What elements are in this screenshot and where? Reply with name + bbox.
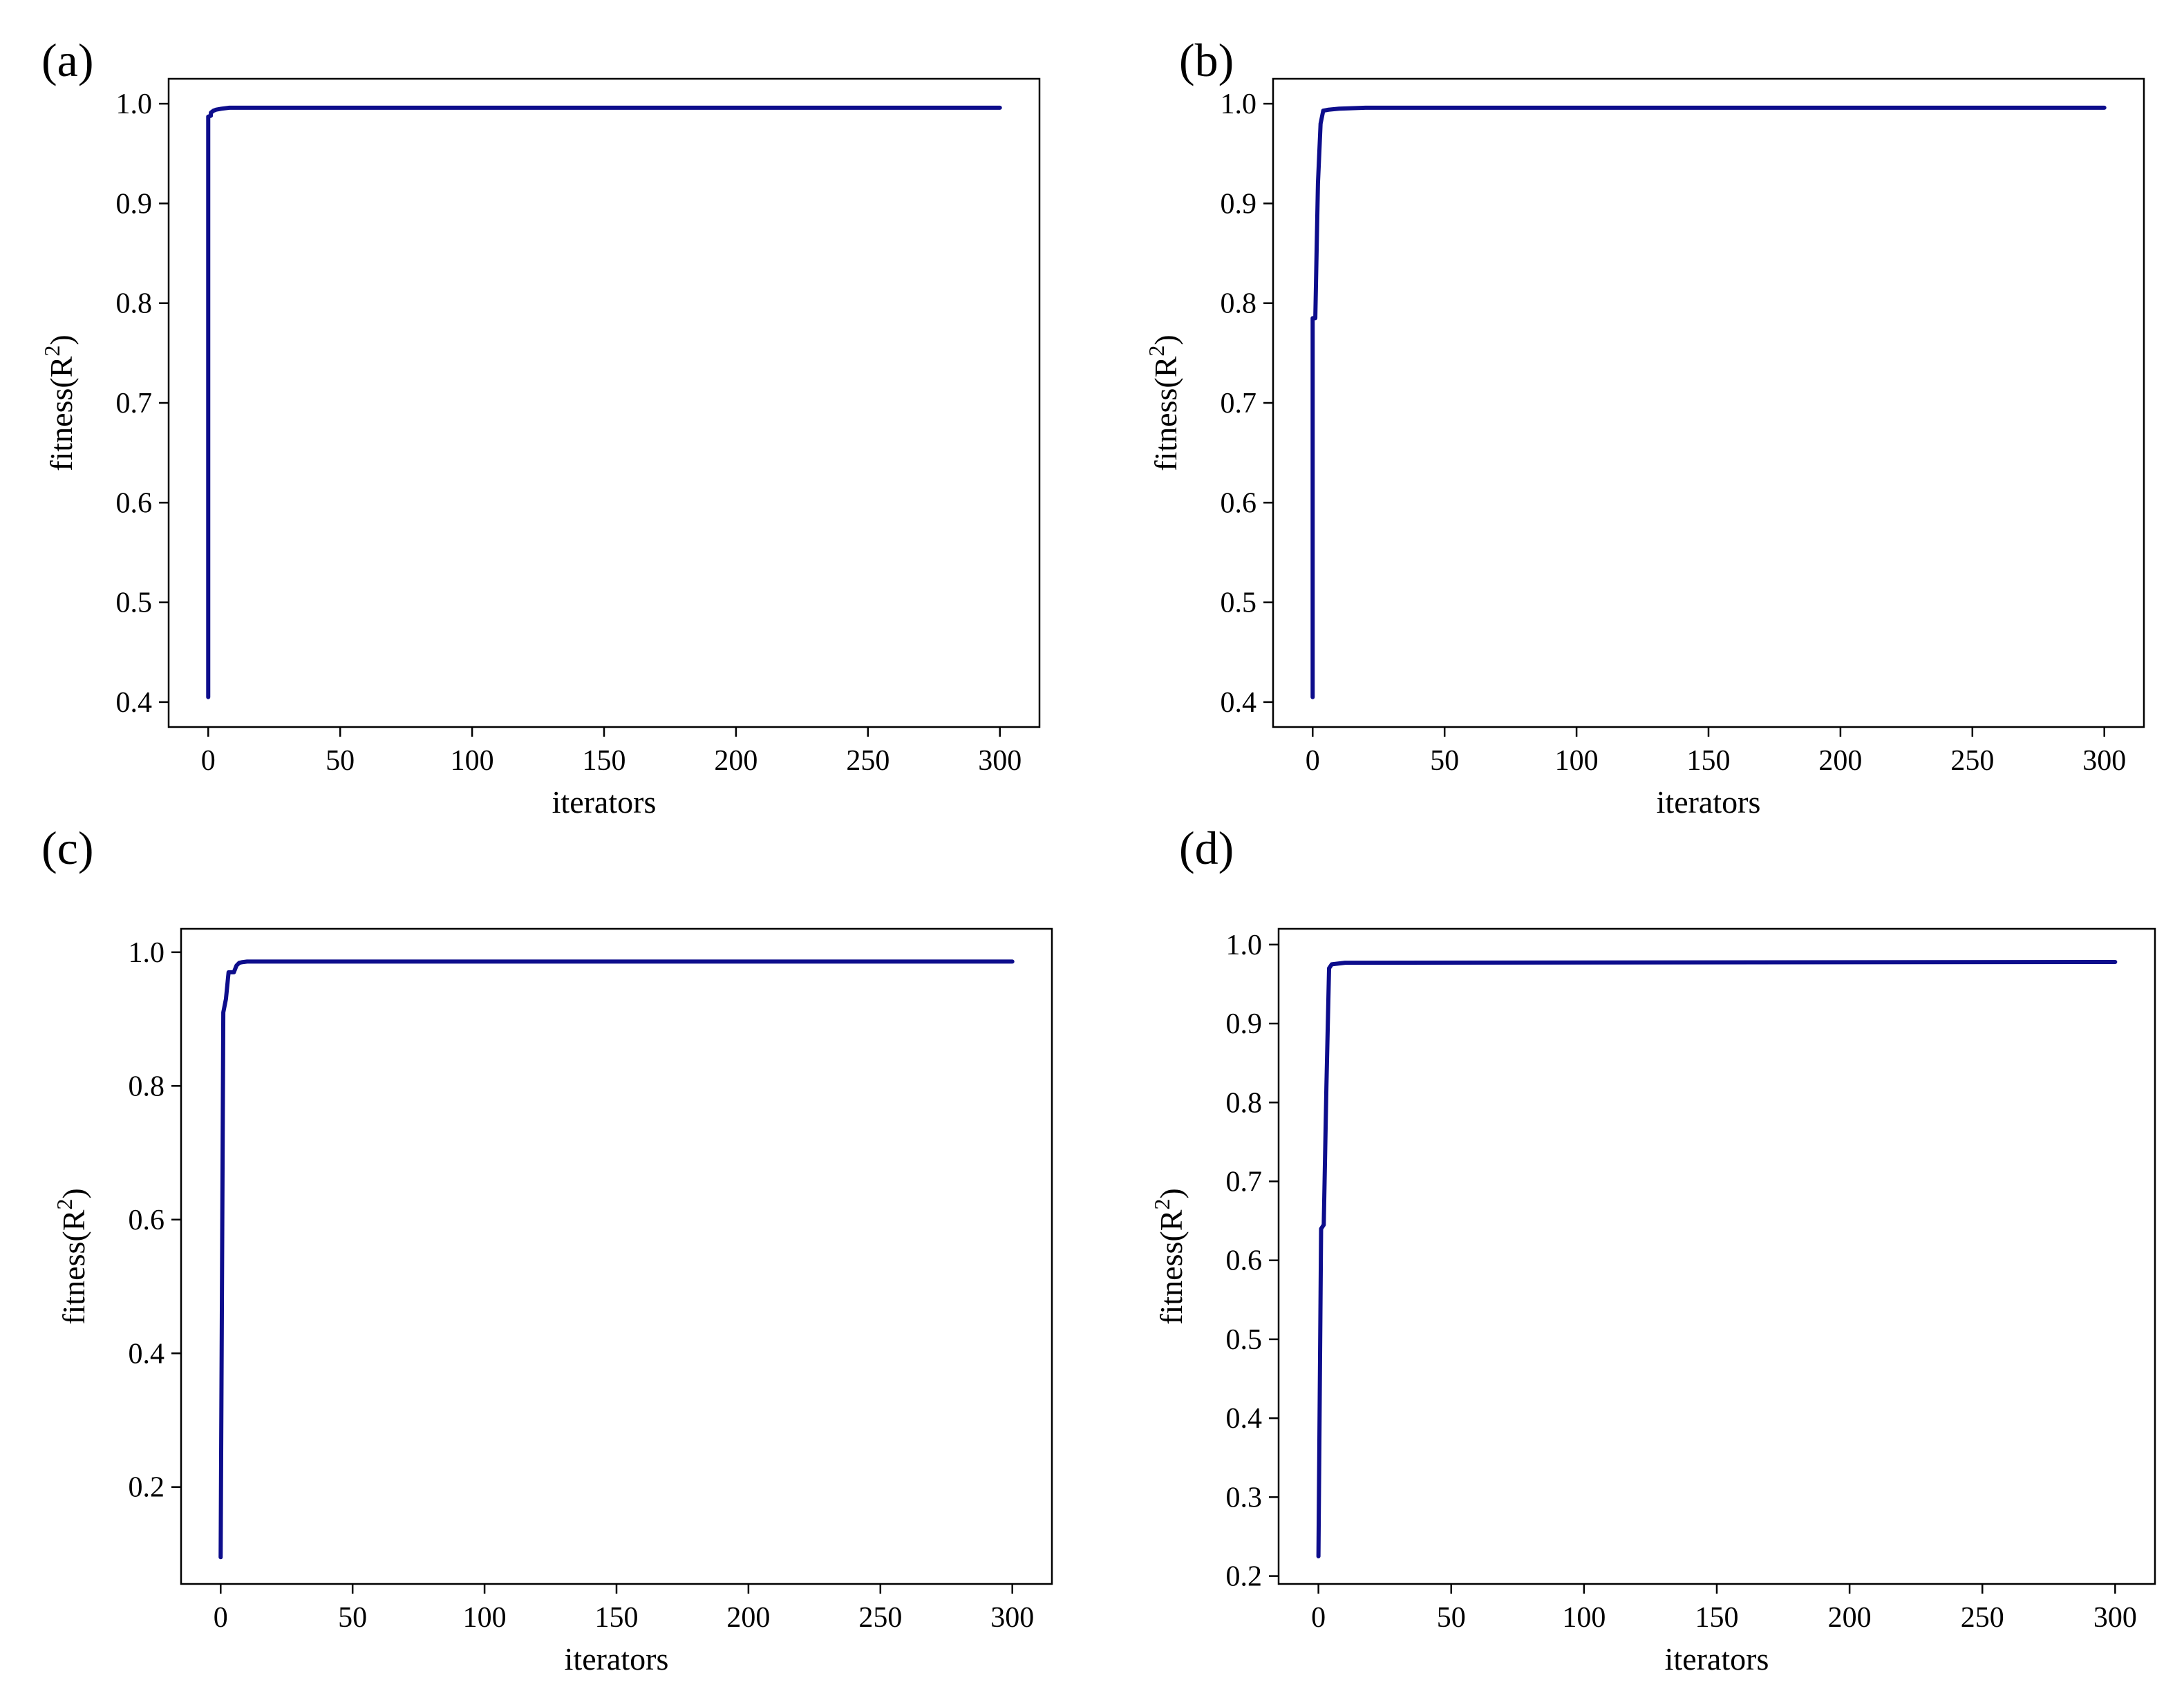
x-tick-label: 0: [201, 745, 216, 777]
axes-frame-b: [1272, 77, 2145, 728]
x-tick-label: 300: [2082, 745, 2126, 777]
y-tick-label: 0.4: [1221, 687, 1257, 719]
x-tick-label: 250: [1950, 745, 1994, 777]
y-tick-label: 1.0: [116, 88, 153, 120]
chart-panel-d: 0 50 100 150 200 250 300 0.2 0.3 0.4 0.5 0.6 0.7 0.8 0…: [1149, 822, 2156, 1677]
y-tick-label: 0.9: [116, 188, 153, 220]
x-tick-label: 0: [1306, 745, 1320, 777]
y-tick-label: 0.7: [1226, 1166, 1263, 1198]
x-axis-label: iterators: [565, 1641, 669, 1677]
x-tick-label: 150: [1695, 1602, 1739, 1634]
x-tick-label: 100: [1555, 745, 1599, 777]
chart-panel-a: 0 50 100 150 200 250 300 0.4 0.5 0.6 0.7 0.8 0.9 1.0 i…: [39, 34, 1041, 820]
x-tick-label: 300: [990, 1602, 1034, 1634]
y-tick-label: 0.5: [1226, 1324, 1263, 1356]
y-tick-label: 0.9: [1226, 1008, 1263, 1040]
y-tick-label: 1.0: [129, 937, 165, 969]
y-tick-label: 0.7: [1221, 388, 1257, 419]
y-tick-label: 0.9: [1221, 188, 1257, 220]
x-tick-label: 50: [1430, 745, 1459, 777]
y-tick-label: 1.0: [1226, 930, 1263, 961]
series-line-c: [218, 959, 1015, 1560]
y-tick-label: 0.8: [116, 288, 153, 320]
x-tick-label: 50: [338, 1602, 367, 1634]
panel-label-a: (a): [41, 34, 93, 86]
y-axis-label: fitness(R2): [39, 334, 79, 471]
y-axis-label-superscript: 2: [39, 346, 64, 357]
y-axis-label: fitness(R2): [52, 1188, 91, 1324]
y-axis-label-suffix: ): [1148, 334, 1183, 345]
x-tick-label: 0: [214, 1602, 228, 1634]
series-line-b: [1310, 105, 2107, 699]
y-tick-label: 0.6: [129, 1205, 165, 1236]
series-line-d: [1316, 959, 2118, 1559]
y-tick-label: 0.5: [116, 587, 153, 619]
axes-frame-d: [1277, 927, 2156, 1585]
y-tick-label: 0.8: [1226, 1087, 1263, 1119]
y-tick-label: 0.8: [1221, 288, 1257, 320]
axes-frame-c: [180, 927, 1053, 1585]
y-tick-label: 0.4: [129, 1338, 165, 1370]
x-tick-label: 100: [1562, 1602, 1606, 1634]
y-tick-label: 0.4: [1226, 1403, 1263, 1435]
y-tick-label: 0.6: [1226, 1245, 1263, 1277]
y-tick-label: 0.2: [129, 1472, 165, 1504]
chart-panel-b: 0 50 100 150 200 250 300 0.4 0.5 0.6 0.7 0.8 0.9 1.0 i…: [1144, 34, 2145, 820]
y-tick-label: 0.5: [1221, 587, 1257, 619]
x-tick-label: 150: [583, 745, 626, 777]
y-axis-label: fitness(R2): [1144, 334, 1183, 471]
x-tick-label: 150: [1687, 745, 1731, 777]
x-tick-label: 250: [1961, 1602, 2004, 1634]
x-tick-label: 250: [858, 1602, 902, 1634]
panel-label-b: (b): [1179, 34, 1234, 86]
y-tick-label: 0.8: [129, 1070, 165, 1102]
x-tick-label: 250: [846, 745, 889, 777]
y-axis-label-suffix: ): [44, 334, 79, 345]
y-tick-label: 0.4: [116, 687, 153, 719]
y-axis-label-main: fitness(R: [1148, 356, 1183, 471]
y-axis-label-main: fitness(R: [1154, 1209, 1189, 1324]
x-tick-label: 100: [463, 1602, 507, 1634]
panel-label-d: (d): [1179, 822, 1234, 874]
y-axis-label-suffix: ): [56, 1188, 91, 1198]
x-tick-label: 200: [714, 745, 757, 777]
x-tick-label: 200: [1818, 745, 1862, 777]
x-tick-label: 100: [451, 745, 494, 777]
y-axis-label-superscript: 2: [1144, 346, 1169, 357]
x-axis-label: iterators: [552, 784, 657, 820]
y-tick-label: 0.2: [1226, 1561, 1263, 1593]
y-axis-label-main: fitness(R: [44, 356, 79, 471]
panel-label-c: (c): [41, 822, 93, 874]
y-tick-label: 0.7: [116, 388, 153, 419]
y-axis-label-main: fitness(R: [56, 1209, 91, 1324]
y-tick-label: 0.6: [116, 487, 153, 519]
y-axis-label-suffix: ): [1154, 1188, 1189, 1198]
x-axis-label: iterators: [1665, 1641, 1769, 1677]
x-tick-label: 50: [326, 745, 355, 777]
x-tick-label: 0: [1311, 1602, 1326, 1634]
y-axis-label-superscript: 2: [52, 1199, 77, 1210]
y-tick-label: 0.6: [1221, 487, 1257, 519]
x-axis-label: iterators: [1657, 784, 1761, 820]
x-tick-label: 150: [595, 1602, 639, 1634]
x-tick-label: 200: [726, 1602, 770, 1634]
chart-panel-c: 0 50 100 150 200 250 300 0.2 0.4 0.6 0.8 1.0 iterato…: [41, 822, 1053, 1677]
y-tick-label: 1.0: [1221, 88, 1257, 120]
x-tick-label: 300: [2093, 1602, 2137, 1634]
x-tick-label: 300: [978, 745, 1022, 777]
x-tick-label: 200: [1828, 1602, 1872, 1634]
series-line-a: [206, 105, 1002, 699]
y-axis-label-superscript: 2: [1149, 1199, 1174, 1210]
y-tick-label: 0.3: [1226, 1482, 1263, 1513]
x-tick-label: 50: [1437, 1602, 1466, 1634]
axes-frame-a: [167, 77, 1041, 728]
y-axis-label: fitness(R2): [1149, 1188, 1189, 1324]
